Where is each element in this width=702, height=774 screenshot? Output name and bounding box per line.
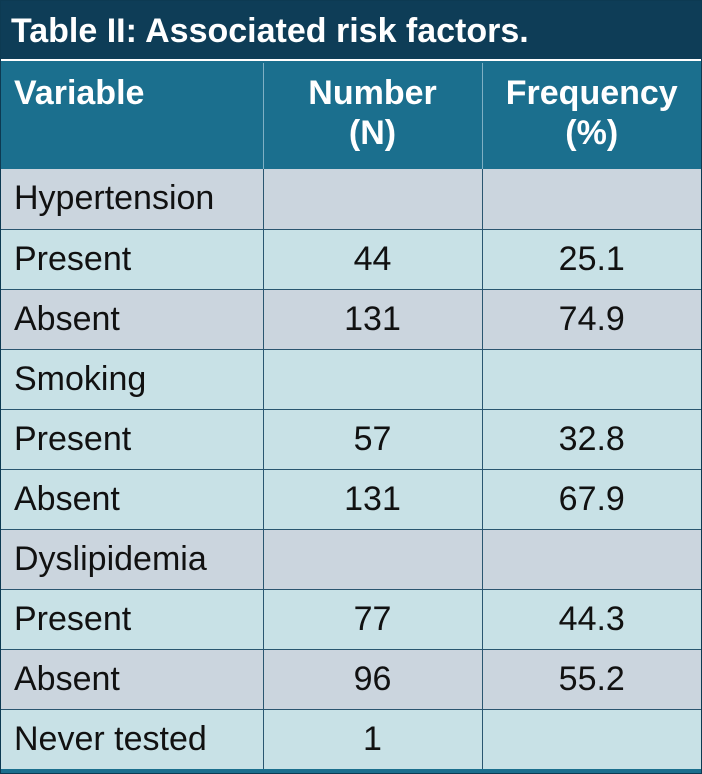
row-frequency: [482, 709, 701, 769]
table-row: Present 44 25.1: [1, 229, 701, 290]
row-label: Hypertension: [1, 169, 264, 230]
row-number: 131: [263, 469, 483, 530]
row-number: 96: [263, 649, 483, 710]
row-frequency: 74.9: [482, 289, 701, 350]
row-label: Present: [1, 229, 264, 290]
row-label: Present: [1, 589, 264, 650]
header-variable: Variable: [1, 63, 264, 169]
row-frequency: 44.3: [482, 589, 701, 650]
row-label: Absent: [1, 469, 264, 530]
row-number: 1: [263, 709, 483, 769]
row-label: Never tested: [1, 709, 264, 769]
row-number: [263, 169, 483, 230]
row-frequency: 67.9: [482, 469, 701, 530]
row-frequency: 55.2: [482, 649, 701, 710]
table-row: Hypertension: [1, 169, 701, 230]
header-frequency-line2: (%): [565, 114, 619, 152]
table-row: Absent 96 55.2: [1, 649, 701, 710]
header-number-line1: Number: [308, 74, 437, 112]
row-number: 57: [263, 409, 483, 470]
row-frequency: [482, 169, 701, 230]
row-frequency: [482, 529, 701, 590]
row-label: Absent: [1, 289, 264, 350]
header-number: Number (N): [263, 63, 483, 169]
header-frequency-line1: Frequency: [505, 74, 678, 112]
row-number: 44: [263, 229, 483, 290]
table-row: Never tested 1: [1, 709, 701, 769]
header-frequency: Frequency (%): [482, 63, 701, 169]
table-row: Absent 131 67.9: [1, 469, 701, 530]
row-label: Smoking: [1, 349, 264, 410]
table-row: Present 77 44.3: [1, 589, 701, 650]
row-label: Dyslipidemia: [1, 529, 264, 590]
row-frequency: 32.8: [482, 409, 701, 470]
row-frequency: [482, 349, 701, 410]
row-frequency: 25.1: [482, 229, 701, 290]
header-row: Variable Number (N) Frequency (%): [1, 63, 701, 169]
row-number: 131: [263, 289, 483, 350]
row-label: Absent: [1, 649, 264, 710]
row-number: [263, 349, 483, 410]
row-label: Present: [1, 409, 264, 470]
row-number: 77: [263, 589, 483, 650]
table-title: Table II: Associated risk factors.: [1, 1, 701, 61]
table-row: Present 57 32.8: [1, 409, 701, 470]
table-row: Dyslipidemia: [1, 529, 701, 590]
risk-factors-table: Variable Number (N) Frequency (%) Hypert…: [1, 63, 701, 769]
header-number-line2: (N): [348, 114, 397, 152]
table-row: Absent 131 74.9: [1, 289, 701, 350]
table-row: Smoking: [1, 349, 701, 410]
row-number: [263, 529, 483, 590]
header-variable-label: Variable: [14, 74, 145, 112]
